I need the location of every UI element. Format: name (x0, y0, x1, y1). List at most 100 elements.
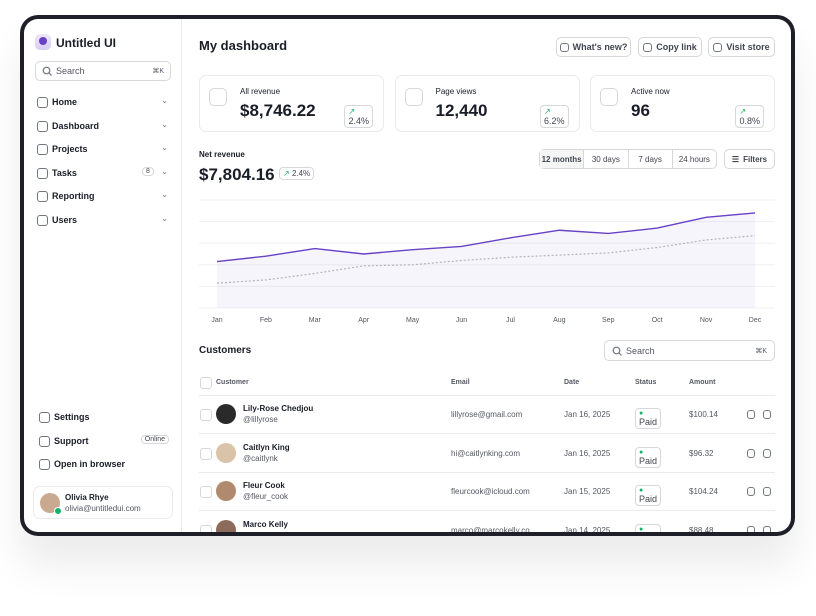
user-email: olivia@untitledui.com (65, 504, 141, 513)
footer-label: Support (54, 435, 89, 446)
edit-icon[interactable] (763, 448, 771, 458)
delete-icon[interactable] (747, 410, 755, 419)
customers-search[interactable]: Search ⌘K (604, 340, 775, 361)
status-badge: Online (140, 434, 169, 444)
time-tab[interactable]: 7 days (627, 150, 672, 168)
avatar (216, 442, 236, 463)
user-card[interactable]: Olivia Rhye olivia@untitledui.com (33, 486, 173, 519)
button-icon (559, 42, 569, 52)
chevron: ⌄ (161, 166, 168, 176)
date: Jan 14, 2025 (564, 525, 611, 533)
button-label: Visit store (726, 42, 770, 52)
nav-item[interactable]: Tasks 8 ⌄ (35, 166, 171, 182)
online-dot (54, 507, 62, 515)
row-checkbox[interactable] (200, 409, 212, 421)
logo (35, 34, 51, 50)
footer-icon (39, 435, 50, 447)
footer-item[interactable]: Open in browser (37, 457, 169, 473)
nav-label: Users (52, 214, 78, 225)
nav-item[interactable]: Users ⌄ (35, 213, 171, 229)
amount: $100.14 (689, 410, 718, 419)
time-tab[interactable]: 12 months (540, 150, 584, 168)
nav-icon (37, 214, 48, 226)
nav-label: Home (52, 97, 78, 107)
shortcut: ⌘K (152, 68, 164, 75)
time-tabs: 12 months 30 days 7 days 24 hours (539, 149, 717, 169)
x-tick-label: May (406, 317, 420, 324)
header-button[interactable]: Copy link (638, 37, 702, 57)
date: Jan 15, 2025 (564, 487, 611, 496)
nav-label: Projects (52, 144, 88, 154)
search-placeholder: Search (56, 66, 85, 76)
column-header[interactable]: Status (635, 379, 657, 386)
nav-badge: 8 (142, 166, 154, 176)
stat-icon (404, 88, 423, 106)
filters-button[interactable]: ☰ Filters (724, 149, 775, 169)
edit-icon[interactable] (763, 410, 771, 419)
amount: $88.48 (689, 525, 714, 533)
time-tab[interactable]: 30 days (583, 150, 627, 168)
button-icon (713, 42, 723, 52)
status-text: Paid (639, 455, 658, 466)
header-button[interactable]: Visit store (708, 37, 775, 57)
row-checkbox[interactable] (200, 486, 212, 498)
stat-change-text: 2.4% (348, 116, 369, 126)
stat-value: 96 (631, 101, 650, 120)
footer-item[interactable]: Support Online (37, 434, 169, 450)
customers-title: Customers (199, 345, 252, 356)
chevron: ⌄ (161, 213, 168, 223)
search-box[interactable]: Search ⌘K (35, 61, 171, 81)
column-header[interactable]: Email (451, 379, 470, 386)
x-tick-label: Jan (211, 317, 222, 324)
column-header[interactable]: Customer (216, 379, 249, 386)
status-text: Paid (639, 417, 658, 427)
button-label: Copy link (656, 42, 697, 52)
stat-card: Page views 12,440 ↗ 6.2% (394, 75, 580, 132)
header-border (199, 395, 775, 396)
stat-card: Active now 96 ↗ 0.8% (590, 75, 775, 132)
x-tick-label: Apr (358, 317, 370, 324)
column-header[interactable]: Amount (689, 379, 716, 386)
row-checkbox[interactable] (200, 447, 212, 460)
x-tick-label: Nov (700, 317, 713, 324)
time-tab[interactable]: 24 hours (671, 150, 716, 168)
edit-icon[interactable] (763, 525, 771, 532)
customer-name: Lily-Rose Chedjou (243, 404, 314, 413)
screen: Untitled UI Search ⌘K Home ⌄ Dashboard ⌄ Pro… (24, 19, 791, 532)
email: marco@marcokelly.co (451, 525, 530, 533)
customer-handle: @lillyrose (243, 415, 278, 424)
delete-icon[interactable] (747, 448, 755, 458)
header-checkbox[interactable] (200, 377, 212, 389)
delete-icon[interactable] (747, 487, 755, 496)
chevron: ⌄ (161, 143, 168, 152)
stat-change: ↗ 2.4% (344, 105, 373, 128)
chevron: ⌄ (161, 119, 168, 129)
nav-item[interactable]: Home ⌄ (35, 95, 171, 111)
delete-icon[interactable] (747, 525, 755, 532)
nav-icon (37, 191, 48, 202)
header-button[interactable]: What's new? (556, 37, 631, 57)
date: Jan 16, 2025 (564, 448, 611, 458)
row-border (199, 433, 775, 434)
edit-icon[interactable] (763, 487, 771, 496)
stat-change: ↗ 0.8% (735, 105, 764, 128)
footer-label: Settings (54, 412, 90, 422)
x-tick-label: Aug (553, 317, 566, 324)
revenue-label: Net revenue (199, 150, 245, 159)
nav-item[interactable]: Projects ⌄ (35, 142, 171, 158)
nav-item[interactable]: Dashboard ⌄ (35, 119, 171, 135)
email: fleurcook@icloud.com (451, 487, 530, 496)
avatar (216, 481, 236, 501)
column-header[interactable]: Date (564, 379, 580, 386)
x-tick-label: Feb (260, 317, 272, 324)
filters-text: Filters (743, 154, 768, 164)
sidebar: Untitled UI Search ⌘K Home ⌄ Dashboard ⌄ Pro… (24, 19, 182, 532)
date: Jan 16, 2025 (564, 410, 611, 419)
row-border (199, 471, 775, 473)
footer-item[interactable]: Settings (37, 410, 169, 426)
avatar (216, 519, 236, 532)
nav-item[interactable]: Reporting ⌄ (35, 189, 171, 205)
shortcut: ⌘K (755, 348, 767, 355)
row-checkbox[interactable] (200, 524, 212, 532)
